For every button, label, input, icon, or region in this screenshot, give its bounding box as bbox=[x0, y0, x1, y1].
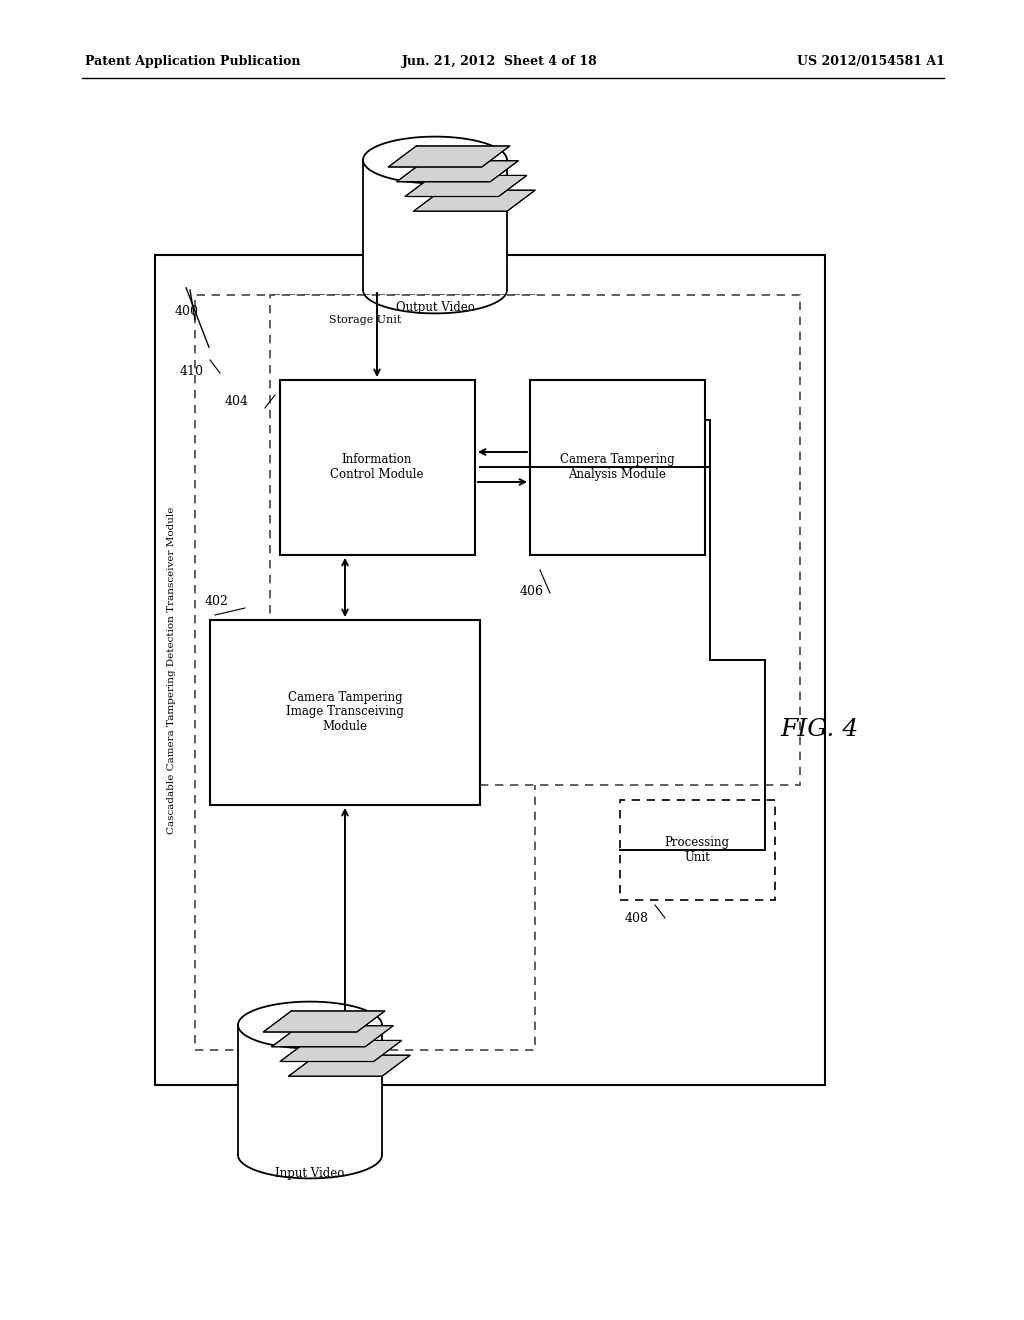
Polygon shape bbox=[271, 1026, 393, 1047]
Polygon shape bbox=[414, 190, 536, 211]
Bar bbox=[530, 380, 705, 554]
Text: Information
Control Module: Information Control Module bbox=[331, 453, 424, 480]
Text: US 2012/0154581 A1: US 2012/0154581 A1 bbox=[797, 55, 945, 69]
Text: 408: 408 bbox=[625, 912, 649, 925]
Polygon shape bbox=[280, 1040, 401, 1061]
Bar bbox=[620, 800, 775, 900]
Text: Processing
Unit: Processing Unit bbox=[665, 836, 729, 865]
Text: Cascadable Camera Tampering Detection Transceiver Module: Cascadable Camera Tampering Detection Tr… bbox=[167, 507, 175, 834]
Bar bbox=[270, 294, 800, 785]
Text: 406: 406 bbox=[520, 585, 544, 598]
Polygon shape bbox=[406, 176, 526, 197]
Polygon shape bbox=[263, 1011, 385, 1032]
Text: Output Video: Output Video bbox=[395, 301, 474, 314]
Text: Storage Unit: Storage Unit bbox=[329, 315, 401, 325]
Text: FIG. 4: FIG. 4 bbox=[781, 718, 859, 742]
Text: Patent Application Publication: Patent Application Publication bbox=[85, 55, 300, 69]
Text: Camera Tampering
Analysis Module: Camera Tampering Analysis Module bbox=[560, 453, 675, 480]
Polygon shape bbox=[289, 1055, 411, 1076]
Text: 410: 410 bbox=[180, 366, 204, 378]
Text: 400: 400 bbox=[175, 305, 199, 318]
Text: Input Video: Input Video bbox=[275, 1167, 345, 1180]
Text: 404: 404 bbox=[225, 395, 249, 408]
Bar bbox=[195, 294, 535, 1049]
Bar bbox=[210, 620, 480, 805]
Bar bbox=[280, 380, 475, 554]
Bar bbox=[238, 1026, 382, 1155]
Polygon shape bbox=[388, 147, 510, 168]
Bar bbox=[155, 255, 825, 1085]
Polygon shape bbox=[396, 161, 518, 182]
Text: Jun. 21, 2012  Sheet 4 of 18: Jun. 21, 2012 Sheet 4 of 18 bbox=[402, 55, 598, 69]
Text: Camera Tampering
Image Transceiving
Module: Camera Tampering Image Transceiving Modu… bbox=[286, 690, 403, 734]
Bar bbox=[362, 160, 507, 290]
Text: 402: 402 bbox=[205, 595, 229, 609]
